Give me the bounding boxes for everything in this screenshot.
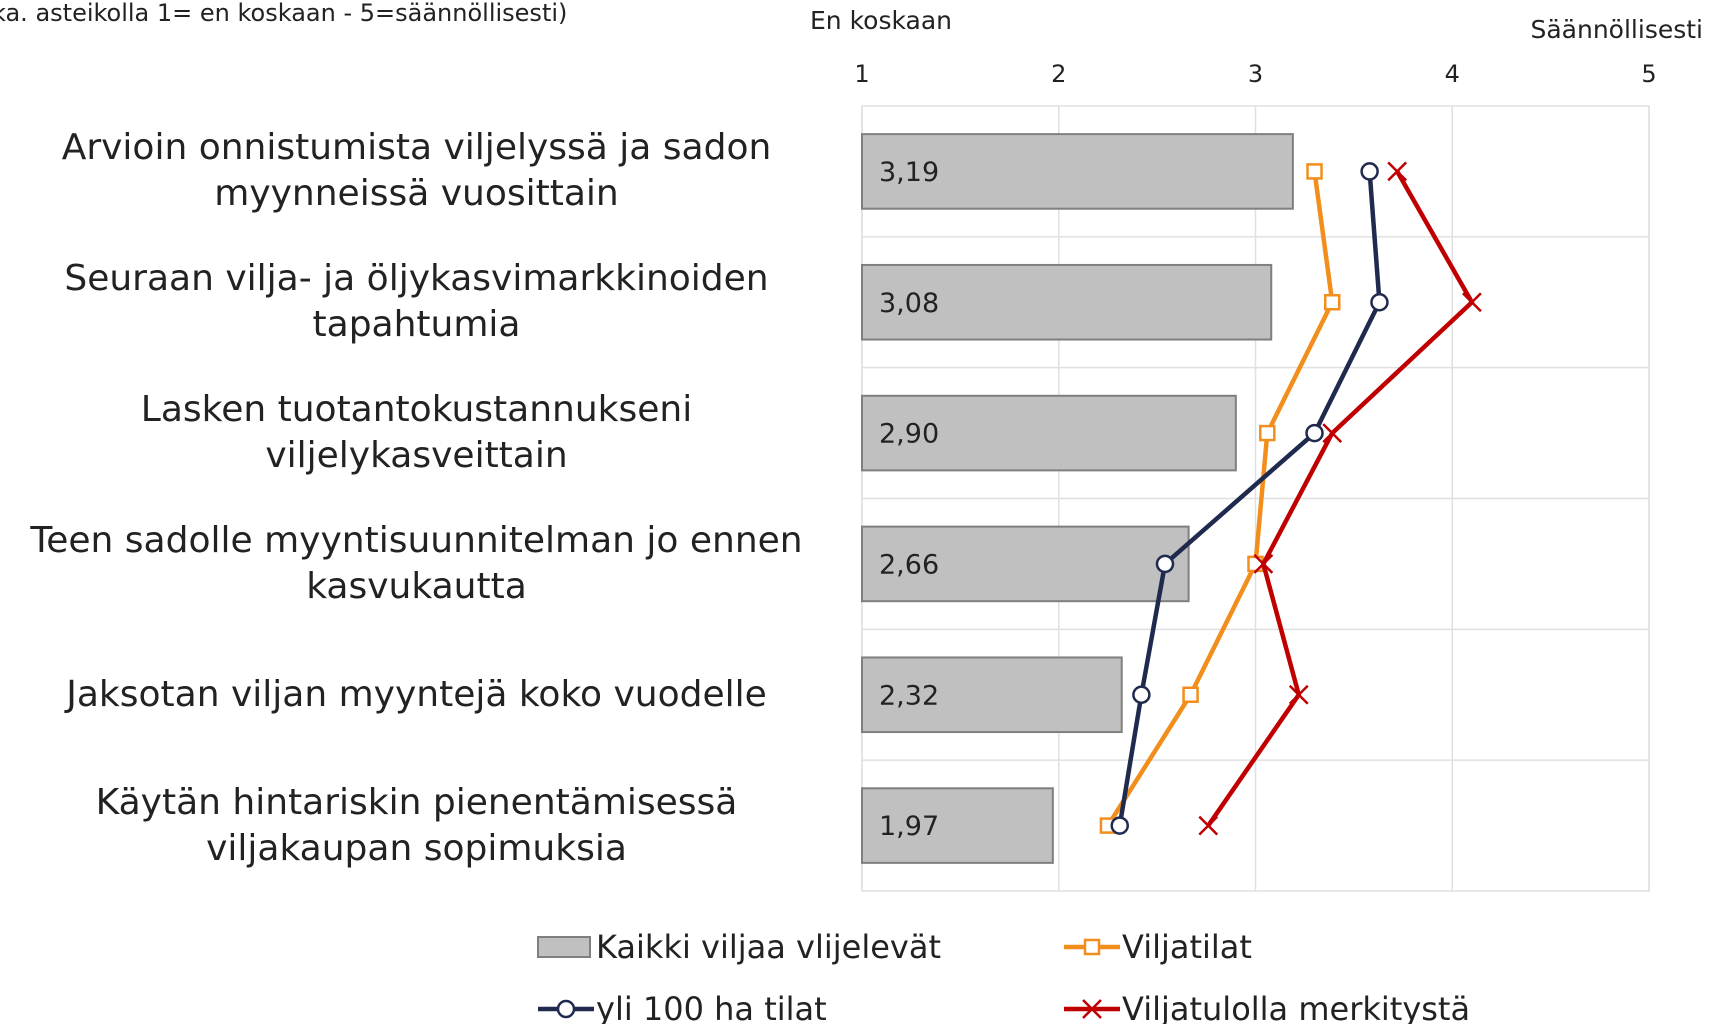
line-marker	[1288, 684, 1309, 705]
line-marker	[1323, 294, 1341, 311]
legend-marker	[556, 999, 576, 1019]
bar	[861, 263, 1273, 341]
line	[1117, 171, 1382, 826]
legend-swatch	[537, 936, 591, 958]
line-marker	[1305, 423, 1324, 443]
bar	[861, 525, 1190, 603]
line-marker	[1370, 293, 1389, 312]
line-marker	[1253, 554, 1274, 574]
legend-marker	[1082, 999, 1102, 1019]
category-label: Teen sadolle myyntisuunnitelman jo ennen…	[30, 519, 803, 607]
axis-annotation: En koskaan	[810, 6, 952, 35]
line-marker	[1259, 424, 1276, 442]
category-label: Seuraan vilja- ja öljykasvimarkkinoiden …	[64, 258, 769, 346]
bar	[861, 394, 1237, 472]
line-marker	[1387, 161, 1408, 182]
line	[1206, 170, 1475, 827]
x-tick-label: 4	[1445, 60, 1460, 88]
axis-annotation: Säännöllisesti	[1530, 15, 1703, 44]
category-label: Jaksotan viljan myyntejä koko vuodelle	[66, 673, 767, 715]
line-marker	[1155, 554, 1175, 574]
data-label: 3,08	[879, 288, 939, 319]
line-marker	[1322, 423, 1343, 443]
legend-label: yli 100 ha tilat	[596, 990, 827, 1024]
x-tick-label: 2	[1051, 60, 1066, 88]
legend-label: Kaikki viljaa vlijelevät	[596, 928, 941, 966]
legend-label: Viljatilat	[1122, 928, 1252, 966]
category-label: Käytän hintariskin pienentämisessä vilja…	[95, 781, 738, 869]
line-marker	[1110, 816, 1129, 835]
category-label: Lasken tuotantokustannukseni viljelykasv…	[140, 389, 693, 477]
subtitle: ka. asteikolla 1= en koskaan - 5=säännöl…	[0, 0, 567, 27]
line-marker	[1182, 686, 1199, 703]
bar	[861, 656, 1123, 734]
line-marker	[1198, 815, 1219, 836]
category-label: Arvioin onnistumista viljelyssä ja sadon…	[61, 127, 772, 215]
line	[1106, 171, 1335, 827]
line-marker	[1306, 163, 1323, 180]
x-tick-label: 1	[854, 60, 869, 88]
x-tick-label: 3	[1248, 60, 1263, 88]
data-label: 2,66	[879, 549, 939, 580]
legend-label: Viljatulolla merkitystä	[1122, 990, 1470, 1024]
legend-marker	[1083, 938, 1101, 956]
data-label: 3,19	[879, 157, 939, 188]
data-label: 1,97	[879, 811, 939, 842]
bar	[861, 787, 1054, 864]
bar	[861, 133, 1294, 210]
line-marker	[1132, 685, 1151, 704]
x-tick-label: 5	[1641, 60, 1656, 88]
data-label: 2,90	[879, 419, 939, 450]
line-marker	[1462, 292, 1482, 313]
line-marker	[1247, 555, 1264, 573]
line-marker	[1360, 162, 1379, 181]
data-label: 2,32	[879, 680, 939, 711]
